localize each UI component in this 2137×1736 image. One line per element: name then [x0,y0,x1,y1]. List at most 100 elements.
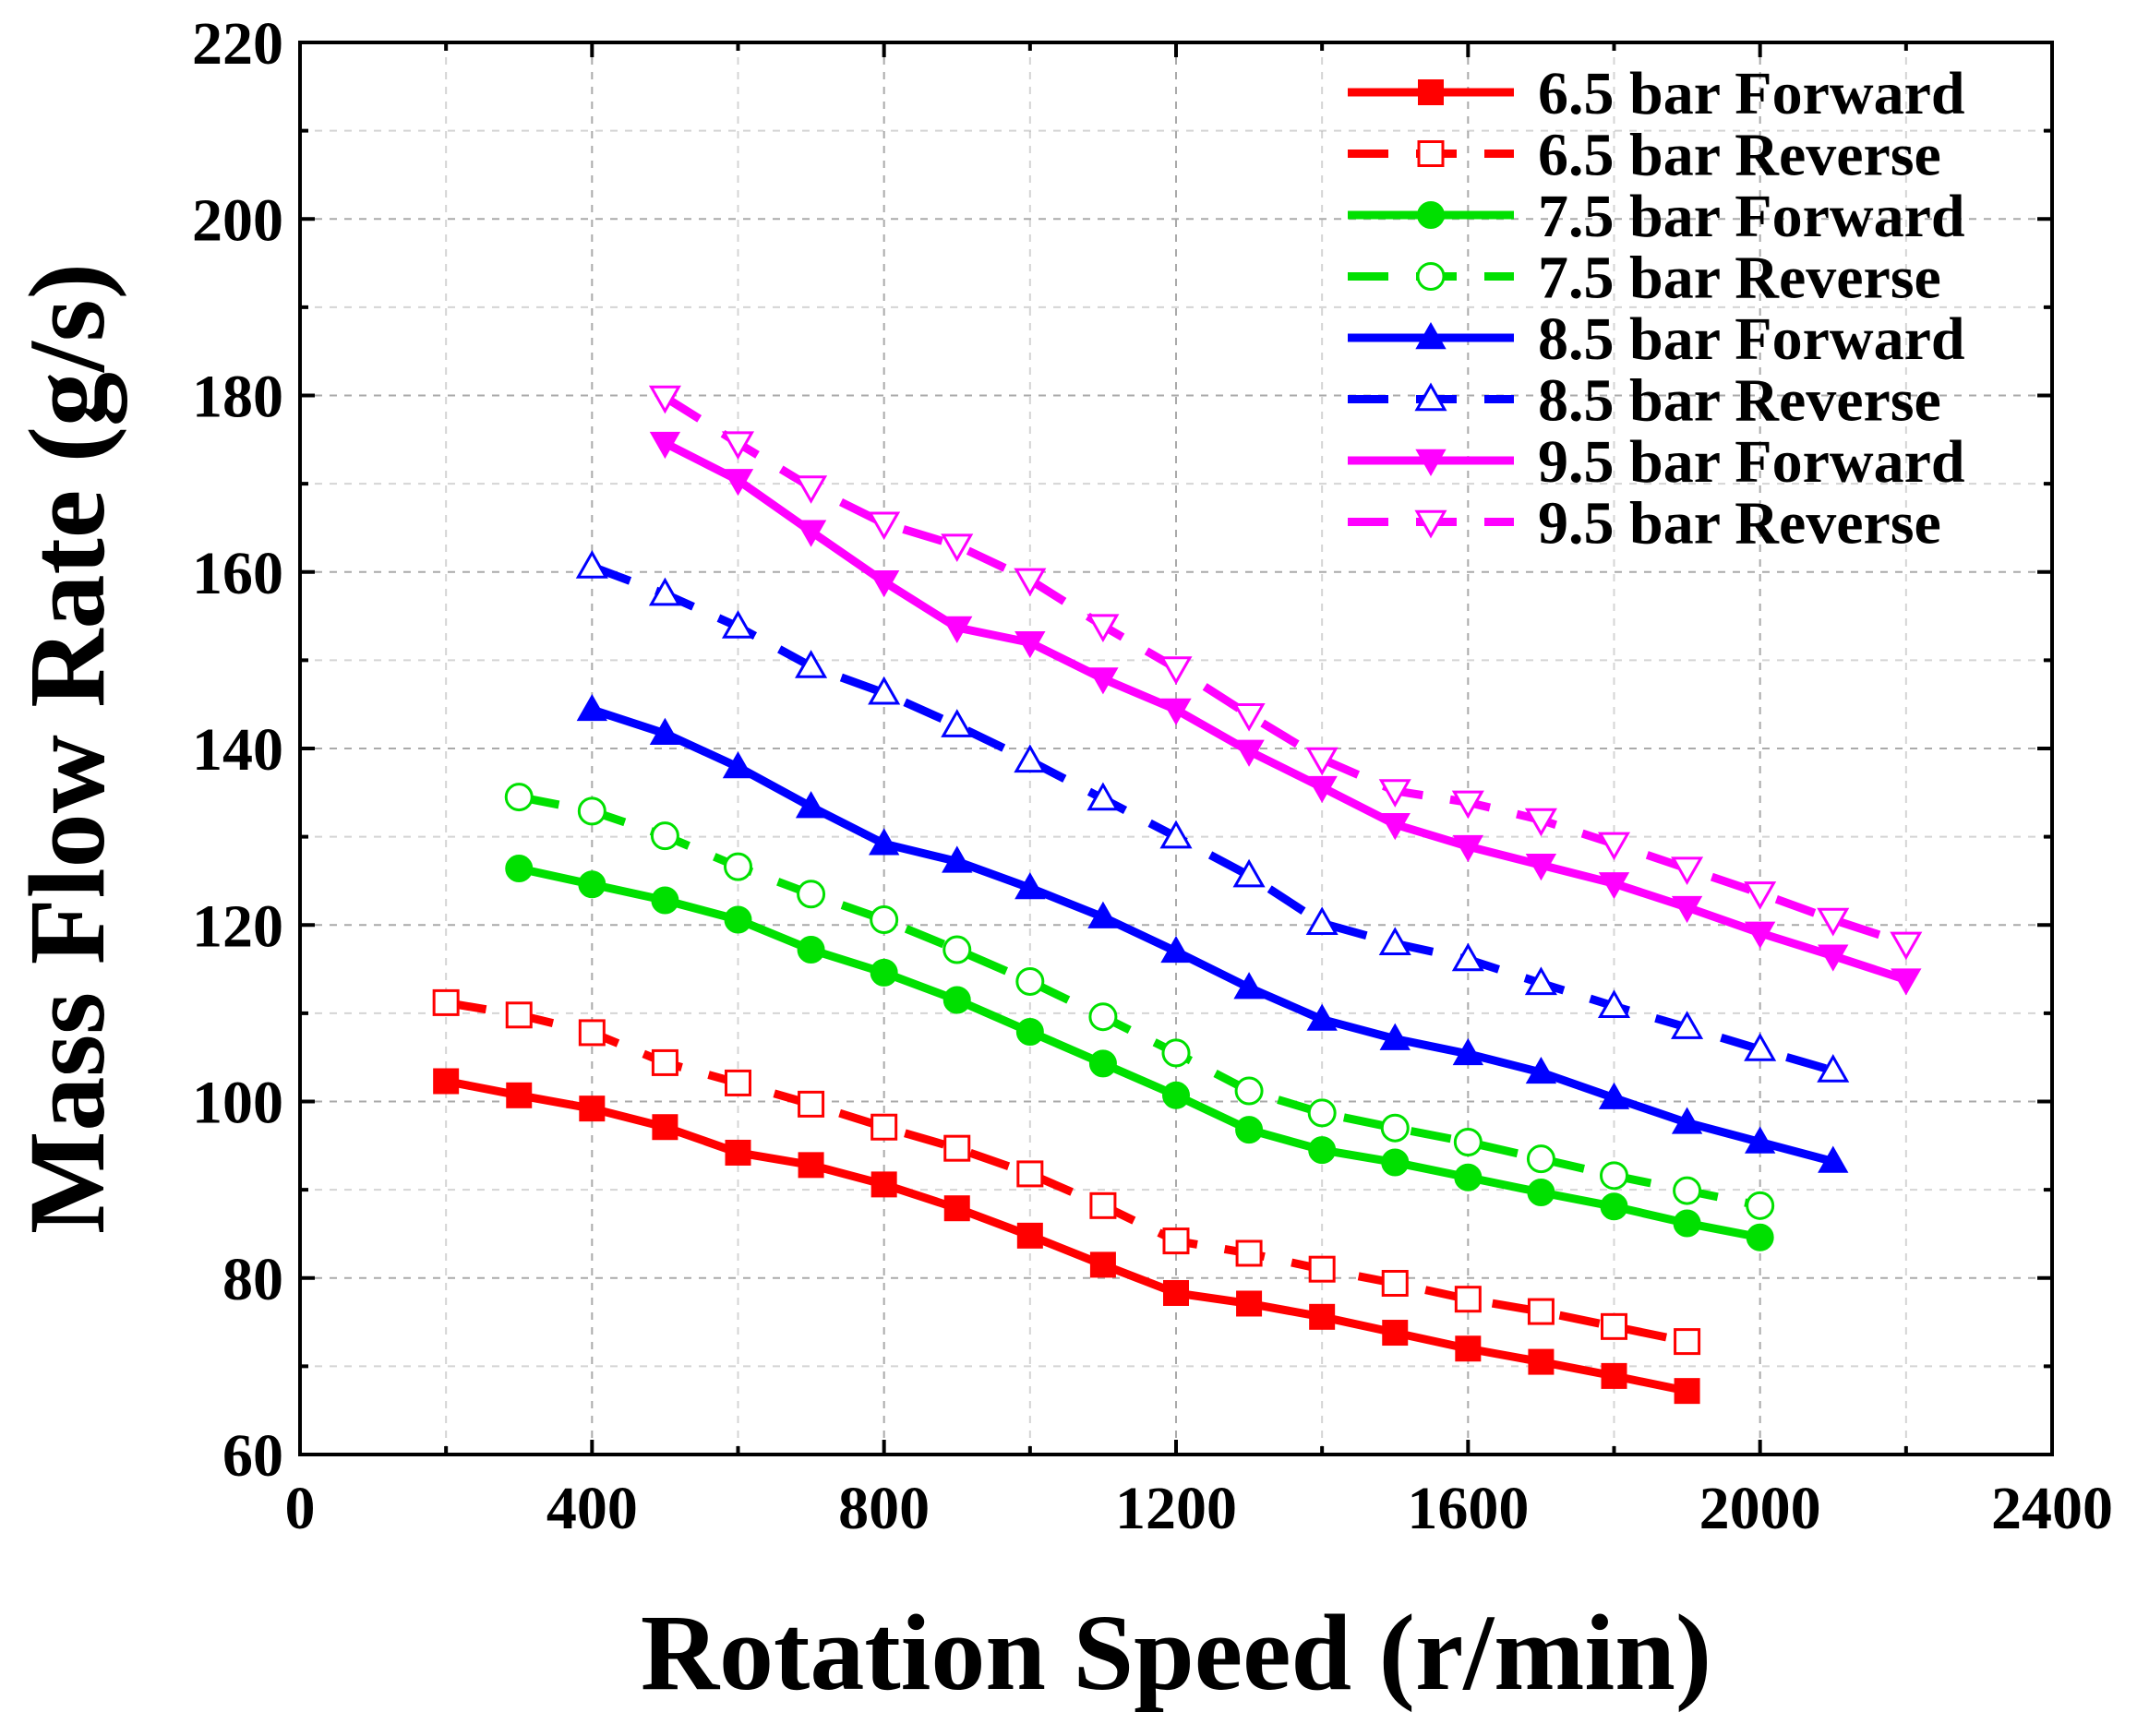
data-point [1527,1298,1555,1325]
data-point [724,852,752,881]
data-point [579,1095,606,1122]
data-point [649,717,681,745]
data-point [1160,698,1192,725]
data-point [798,1090,825,1118]
data-point [1014,631,1046,659]
data-point [870,905,899,935]
legend-item: 9.5 bar Forward [1348,428,1965,496]
x-tick-label: 400 [546,1475,638,1542]
data-point [1379,813,1411,841]
data-point [1159,820,1193,849]
data-point [1598,872,1630,900]
y-tick-label: 160 [192,540,283,607]
data-point [577,796,606,826]
data-point [1746,1191,1775,1220]
x-axis-title: Rotation Speed (r/min) [641,1592,1711,1713]
data-point [1162,1081,1190,1109]
data-point [1014,744,1047,773]
y-tick-label: 140 [192,716,283,784]
legend-item: 7.5 bar Reverse [1348,245,1941,312]
data-point [1526,1144,1555,1174]
data-point [650,821,679,851]
legend-label: 8.5 bar Reverse [1538,367,1941,435]
data-point [432,988,460,1016]
data-point [1673,1209,1701,1238]
data-point [1088,1049,1117,1078]
y-tick-label: 120 [192,892,283,960]
data-point [1305,906,1339,936]
legend-marker [1414,509,1447,539]
legend-label: 7.5 bar Forward [1538,183,1965,250]
data-point [1307,1098,1337,1128]
legend-marker [1416,262,1446,291]
data-point [1674,1378,1700,1405]
data-point [1453,1127,1483,1156]
data-point [1525,854,1557,881]
x-tick-label: 0 [285,1475,316,1542]
data-point [1235,1239,1263,1267]
data-point [1160,935,1192,964]
data-point [1016,1222,1043,1249]
x-tick-label: 2400 [1991,1475,2113,1542]
data-point [1087,614,1120,643]
data-point [795,520,827,547]
data-point [1088,1002,1118,1032]
data-point [797,936,825,964]
data-point [1015,966,1045,996]
data-point [942,616,973,643]
data-point [1671,1011,1704,1039]
series-8-5-bar-forward [576,693,1849,1173]
data-point [1454,1286,1482,1313]
data-point [1233,972,1265,1000]
data-point [1598,1082,1630,1109]
tick-labels: 0 400 800 1200 1600 2000 2400 60 80 100 120 140 160 1… [192,10,2113,1542]
legend-marker [1415,322,1447,350]
data-point [1015,1017,1044,1046]
data-point [1163,1280,1189,1307]
data-point [1161,1038,1191,1068]
data-point [1674,1328,1701,1356]
data-point [1232,702,1266,732]
data-point [1744,1126,1776,1154]
legend-item: 7.5 bar Forward [1348,183,1965,250]
data-point [722,751,754,779]
data-point [1235,1116,1264,1144]
data-point [1452,834,1484,863]
legend-marker [1414,382,1447,412]
data-point [868,828,900,856]
legend-label: 6.5 bar Reverse [1538,122,1941,189]
data-point [1014,568,1047,597]
legend-label: 9.5 bar Forward [1538,428,1965,496]
data-point [1308,1136,1337,1165]
data-point [1381,1148,1410,1177]
legend-item: 8.5 bar Forward [1348,305,1965,373]
data-point [1451,790,1484,820]
data-point [942,935,972,964]
data-point [1089,1251,1116,1278]
data-point [797,880,826,909]
y-tick-label: 80 [222,1246,283,1313]
data-point [1671,895,1703,924]
data-point [1524,808,1557,837]
legend-marker [1417,140,1445,167]
y-axis-title: Mass Flow Rate (g/s) [6,263,127,1234]
series-8-5-bar-reverse [575,550,1850,1083]
data-point [648,385,681,414]
series-6-5-bar-forward [433,1068,1700,1405]
data-point [1379,1023,1411,1050]
y-tick-label: 180 [192,364,283,431]
series-line [590,705,1834,1166]
data-point [795,475,828,504]
data-point [1891,968,1922,996]
data-point [1306,775,1338,804]
data-point [798,1152,824,1179]
data-point [648,577,681,606]
data-point [576,693,608,722]
data-point [1671,856,1704,886]
legend-item: 6.5 bar Reverse [1348,122,1941,189]
data-point [1817,907,1850,937]
data-point [1452,1037,1484,1066]
data-point [1309,1303,1336,1330]
data-point [942,845,973,873]
